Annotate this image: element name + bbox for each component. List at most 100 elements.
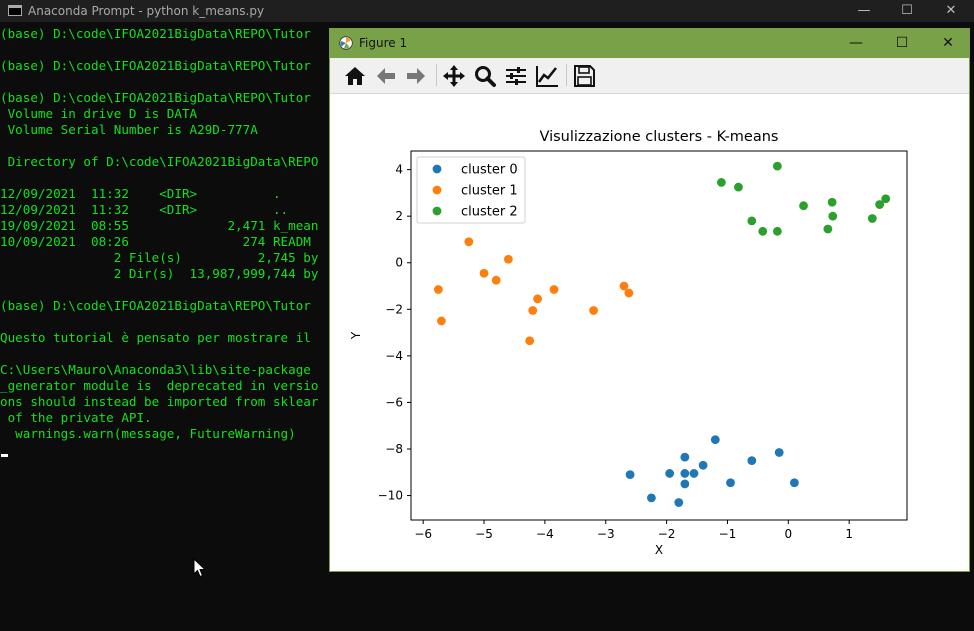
y-tick-label: −8 [385, 442, 403, 456]
scatter-point-cluster-2 [734, 182, 743, 192]
scatter-point-cluster-0 [665, 469, 675, 478]
y-axis-label: Y [349, 331, 363, 340]
console-line: 2 Dir(s) 13,987,999,744 by [0, 266, 319, 281]
scatter-point-cluster-2 [747, 216, 757, 226]
back-icon [377, 68, 395, 84]
console-output[interactable]: (base) D:\code\IFOA2021BigData\REPO\Tuto… [0, 26, 330, 626]
text-cursor [1, 454, 8, 457]
scatter-point-cluster-0 [790, 478, 799, 488]
scatter-point-cluster-0 [689, 469, 699, 478]
legend-marker [432, 185, 442, 195]
x-tick-label: −4 [536, 527, 554, 541]
console-line: 2 File(s) 2,745 by [0, 250, 319, 265]
console-minimize-button[interactable]: — [857, 3, 871, 18]
console-line [0, 138, 330, 154]
scatter-point-cluster-0 [710, 435, 720, 445]
edit-axis-icon [536, 66, 558, 87]
scatter-point-cluster-1 [589, 306, 598, 315]
figure-minimize-button[interactable]: — [849, 35, 863, 51]
scatter-point-cluster-2 [772, 161, 782, 171]
save-button[interactable] [571, 63, 597, 89]
figure-maximize-button[interactable]: ☐ [895, 35, 909, 51]
back-button[interactable] [373, 63, 399, 89]
scatter-chart[interactable]: Visulizzazione clusters - K-means −6 −5 −4 −… [330, 94, 969, 571]
mouse-pointer-icon [193, 558, 207, 578]
home-button[interactable] [342, 63, 368, 89]
configure-subplots-button[interactable] [503, 63, 529, 89]
console-titlebar[interactable]: Anaconda Prompt - python k_means.py — ☐ … [0, 0, 974, 22]
console-line [0, 346, 330, 362]
figure-close-button[interactable]: ✕ [942, 35, 954, 51]
x-axis-label: X [655, 543, 663, 557]
configure-subplots-icon [506, 67, 526, 85]
scatter-point-cluster-2 [828, 211, 838, 221]
figure-window: Figure 1 — ☐ ✕ [329, 28, 970, 572]
pan-button[interactable] [441, 63, 467, 89]
scatter-point-cluster-2 [823, 224, 833, 234]
x-tick-label: −1 [719, 527, 737, 541]
console-line: Directory of D:\code\IFOA2021BigData\REP… [0, 154, 319, 169]
scatter-point-cluster-1 [464, 237, 474, 247]
console-line: 12/09/2021 11:32 <DIR> . [0, 186, 281, 201]
scatter-point-cluster-2 [799, 201, 808, 211]
scatter-point-cluster-2 [867, 214, 877, 223]
y-tick-label: 0 [395, 256, 403, 270]
scatter-point-cluster-2 [827, 197, 837, 207]
legend-label: cluster 0 [461, 163, 518, 178]
axes-frame [410, 150, 908, 521]
legend-box [416, 156, 526, 224]
y-tick-label: −6 [385, 395, 403, 409]
legend-label: cluster 1 [461, 184, 518, 199]
zoom-icon [475, 66, 496, 87]
edit-axis-button[interactable] [534, 63, 560, 89]
legend-label: cluster 2 [461, 205, 518, 220]
forward-button[interactable] [403, 63, 429, 89]
console-line [0, 42, 330, 58]
y-tick-label: −2 [385, 302, 403, 316]
console-maximize-button[interactable]: ☐ [901, 3, 913, 18]
y-tick-label: 4 [395, 163, 403, 177]
scatter-point-cluster-2 [881, 194, 891, 204]
x-tick-label: −3 [597, 527, 615, 541]
console-line: (base) D:\code\IFOA2021BigData\REPO\Tuto… [0, 26, 311, 41]
save-icon [574, 65, 595, 87]
scatter-point-cluster-0 [774, 448, 784, 457]
legend-marker [432, 164, 442, 174]
y-tick-label: 2 [395, 209, 403, 223]
scatter-point-cluster-0 [698, 460, 708, 470]
scatter-point-cluster-1 [525, 336, 535, 346]
plot-canvas[interactable]: Visulizzazione clusters - K-means −6 −5 −4 −… [330, 94, 969, 571]
console-line: 12/09/2021 11:32 <DIR> .. [0, 202, 289, 217]
chart-svg: Visulizzazione clusters - K-means −6 −5 −4 −… [349, 129, 908, 557]
console-title: Anaconda Prompt - python k_means.py [28, 4, 265, 18]
scatter-point-cluster-0 [680, 469, 690, 478]
toolbar-separator [436, 64, 437, 86]
scatter-point-cluster-1 [479, 268, 489, 278]
console-line: warnings.warn(message, FutureWarning) [0, 426, 296, 441]
console-line [0, 74, 330, 90]
scatter-point-cluster-1 [433, 285, 443, 294]
scatter-point-cluster-2 [716, 178, 726, 187]
console-line: of the private API. [0, 410, 152, 425]
console-line [0, 282, 330, 298]
scatter-point-cluster-1 [549, 285, 559, 294]
zoom-button[interactable] [472, 63, 498, 89]
scatter-point-cluster-0 [625, 470, 635, 480]
home-icon [345, 67, 365, 85]
y-tick-label: −4 [385, 349, 403, 363]
chart-title: Visulizzazione clusters - K-means [540, 129, 779, 145]
matplotlib-icon [339, 36, 353, 50]
scatter-point-cluster-1 [533, 294, 542, 304]
scatter-point-cluster-2 [758, 226, 768, 236]
figure-titlebar[interactable]: Figure 1 — ☐ ✕ [330, 29, 969, 58]
console-line: Questo tutorial è pensato per mostrare i… [0, 330, 311, 345]
y-tick-label: −10 [378, 489, 403, 503]
scatter-point-cluster-0 [726, 478, 735, 488]
scatter-point-cluster-1 [503, 254, 513, 264]
scatter-point-cluster-0 [680, 452, 690, 462]
forward-icon [407, 68, 425, 84]
console-line [0, 170, 330, 186]
toolbar-separator [566, 64, 567, 86]
console-close-button[interactable]: ✕ [945, 3, 957, 18]
figure-title: Figure 1 [359, 36, 408, 50]
